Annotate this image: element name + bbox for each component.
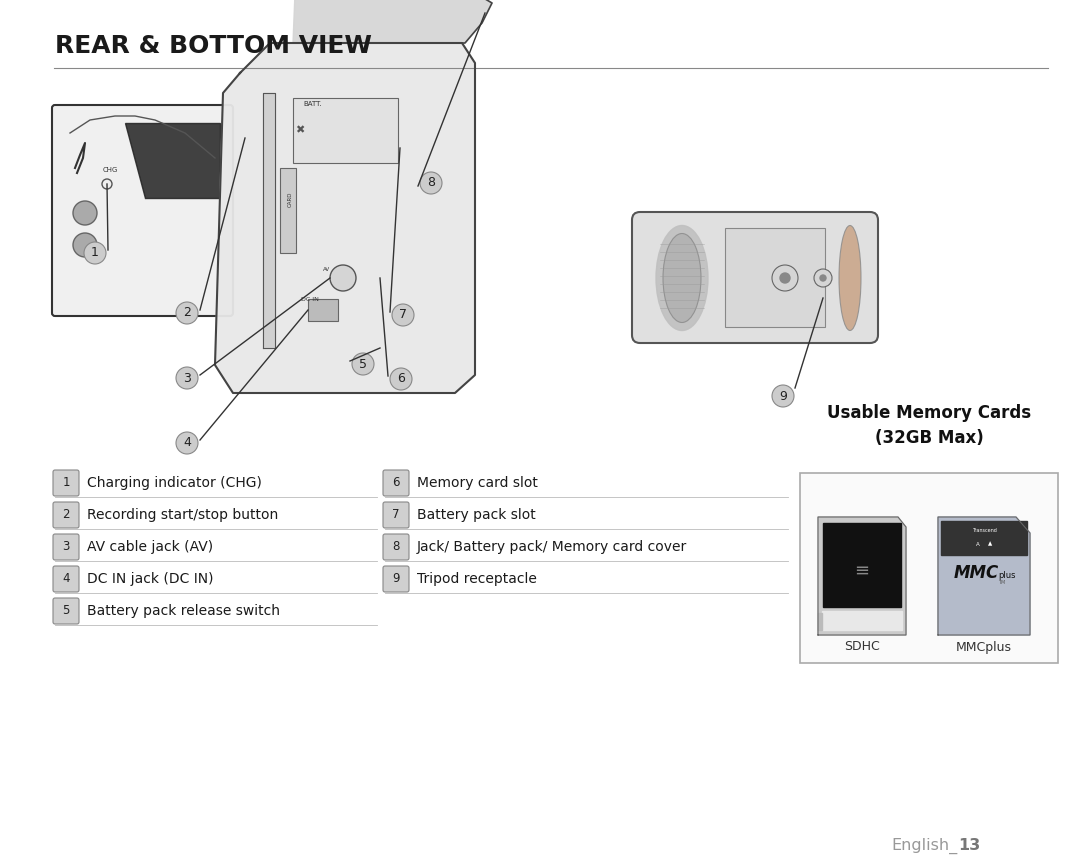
Polygon shape bbox=[939, 517, 1030, 635]
FancyBboxPatch shape bbox=[53, 470, 79, 496]
Text: SDHC: SDHC bbox=[845, 641, 880, 654]
Ellipse shape bbox=[663, 233, 701, 323]
Polygon shape bbox=[823, 523, 901, 607]
FancyBboxPatch shape bbox=[53, 534, 79, 560]
Circle shape bbox=[352, 353, 374, 375]
Text: Tripod receptacle: Tripod receptacle bbox=[417, 572, 537, 586]
Text: 6: 6 bbox=[397, 372, 405, 385]
Text: ▲: ▲ bbox=[988, 542, 993, 547]
Bar bbox=[725, 228, 825, 327]
Text: 13: 13 bbox=[958, 838, 981, 853]
Text: 4: 4 bbox=[184, 437, 191, 450]
Text: CARD: CARD bbox=[288, 192, 293, 207]
Text: 5: 5 bbox=[63, 604, 70, 617]
Text: MMC: MMC bbox=[954, 564, 999, 582]
Polygon shape bbox=[293, 0, 492, 43]
Circle shape bbox=[780, 273, 789, 283]
Circle shape bbox=[330, 265, 356, 291]
Text: A: A bbox=[976, 542, 980, 547]
Ellipse shape bbox=[656, 226, 708, 331]
Polygon shape bbox=[264, 93, 275, 348]
Text: Charging indicator (CHG): Charging indicator (CHG) bbox=[87, 476, 261, 490]
Text: 5: 5 bbox=[359, 358, 367, 371]
Text: 3: 3 bbox=[63, 541, 70, 554]
Circle shape bbox=[772, 265, 798, 291]
Polygon shape bbox=[215, 43, 475, 393]
Text: 1: 1 bbox=[63, 477, 70, 490]
Circle shape bbox=[820, 275, 826, 281]
Text: TM: TM bbox=[998, 580, 1005, 585]
Circle shape bbox=[73, 233, 97, 257]
Polygon shape bbox=[818, 517, 906, 635]
Circle shape bbox=[392, 304, 414, 326]
Polygon shape bbox=[822, 611, 902, 630]
Text: 4: 4 bbox=[63, 573, 70, 586]
Text: Transcend: Transcend bbox=[972, 529, 997, 534]
Text: 9: 9 bbox=[392, 573, 400, 586]
FancyBboxPatch shape bbox=[53, 598, 79, 624]
Text: English_: English_ bbox=[892, 838, 958, 854]
Bar bbox=[800, 473, 1058, 663]
Text: Memory card slot: Memory card slot bbox=[417, 476, 538, 490]
Text: AV cable jack (AV): AV cable jack (AV) bbox=[87, 540, 213, 554]
Text: ≡: ≡ bbox=[854, 562, 869, 580]
FancyBboxPatch shape bbox=[383, 502, 409, 528]
FancyBboxPatch shape bbox=[383, 470, 409, 496]
Text: 7: 7 bbox=[399, 308, 407, 321]
FancyBboxPatch shape bbox=[632, 212, 878, 343]
FancyBboxPatch shape bbox=[383, 566, 409, 592]
Text: MMCplus: MMCplus bbox=[956, 641, 1012, 654]
Bar bbox=[293, 98, 399, 163]
Text: REAR & BOTTOM VIEW: REAR & BOTTOM VIEW bbox=[55, 34, 372, 58]
Text: 1: 1 bbox=[91, 247, 99, 260]
Text: DC IN: DC IN bbox=[301, 297, 319, 302]
Text: 7: 7 bbox=[392, 509, 400, 522]
Text: (32GB Max): (32GB Max) bbox=[875, 429, 984, 447]
Circle shape bbox=[176, 302, 198, 324]
Circle shape bbox=[390, 368, 411, 390]
Text: Battery pack slot: Battery pack slot bbox=[417, 508, 536, 522]
Circle shape bbox=[84, 242, 106, 264]
Polygon shape bbox=[941, 521, 1027, 555]
Text: 9: 9 bbox=[779, 390, 787, 403]
Text: ✖: ✖ bbox=[295, 125, 305, 135]
Bar bbox=[308, 299, 338, 321]
Text: Jack/ Battery pack/ Memory card cover: Jack/ Battery pack/ Memory card cover bbox=[417, 540, 687, 554]
Text: Recording start/stop button: Recording start/stop button bbox=[87, 508, 279, 522]
Circle shape bbox=[73, 201, 97, 225]
Circle shape bbox=[772, 385, 794, 407]
Text: 2: 2 bbox=[184, 306, 191, 319]
Text: 2: 2 bbox=[63, 509, 70, 522]
Circle shape bbox=[814, 269, 832, 287]
Circle shape bbox=[176, 367, 198, 389]
Text: CHG: CHG bbox=[103, 167, 119, 173]
Text: DC IN jack (DC IN): DC IN jack (DC IN) bbox=[87, 572, 214, 586]
FancyBboxPatch shape bbox=[53, 502, 79, 528]
Circle shape bbox=[420, 172, 442, 194]
Text: Usable Memory Cards: Usable Memory Cards bbox=[827, 404, 1031, 422]
Text: 8: 8 bbox=[392, 541, 400, 554]
Text: BATT.: BATT. bbox=[303, 101, 322, 107]
Text: 6: 6 bbox=[392, 477, 400, 490]
Text: 8: 8 bbox=[427, 176, 435, 189]
Bar bbox=[280, 168, 296, 253]
Text: Battery pack release switch: Battery pack release switch bbox=[87, 604, 280, 618]
Text: AV: AV bbox=[323, 267, 330, 272]
Polygon shape bbox=[818, 613, 822, 630]
FancyBboxPatch shape bbox=[52, 105, 233, 316]
Ellipse shape bbox=[839, 226, 861, 331]
FancyBboxPatch shape bbox=[53, 566, 79, 592]
Polygon shape bbox=[125, 123, 220, 198]
Text: 3: 3 bbox=[184, 372, 191, 385]
Circle shape bbox=[176, 432, 198, 454]
FancyBboxPatch shape bbox=[383, 534, 409, 560]
Text: plus: plus bbox=[998, 570, 1015, 580]
